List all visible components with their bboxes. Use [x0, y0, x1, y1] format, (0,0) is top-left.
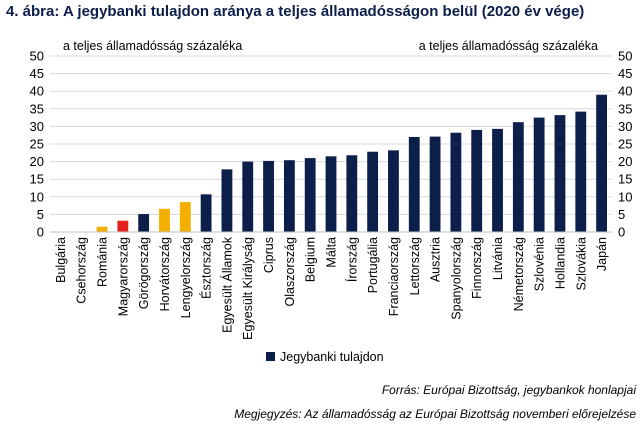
y-tick-label-right: 45 — [618, 66, 632, 81]
bar — [325, 156, 337, 232]
x-tick-label: Lettország — [408, 237, 422, 295]
bar — [138, 214, 150, 232]
y-tick-label-right: 10 — [618, 189, 632, 204]
legend-swatch — [266, 352, 275, 361]
x-axis-tick-labels: Bulgária Csehország Románia Magyarország Gör… — [54, 236, 609, 340]
x-tick-label: Románia — [96, 237, 110, 287]
y-tick-label-left: 20 — [30, 154, 44, 169]
x-tick-label: Németország — [512, 237, 526, 311]
x-tick-label: Finnország — [470, 237, 484, 299]
y-tick-label-right: 5 — [618, 207, 625, 222]
y-tick-label-right: 0 — [618, 225, 625, 240]
bar — [575, 111, 587, 232]
chart-title: 4. ábra: A jegybanki tulajdon aránya a t… — [6, 3, 585, 20]
x-tick-label: Olaszország — [283, 237, 297, 307]
y-tick-label-left: 30 — [30, 119, 44, 134]
bar — [596, 94, 608, 232]
x-tick-label: Észtország — [199, 237, 214, 299]
bar — [554, 115, 566, 232]
bar — [471, 129, 483, 232]
y-tick-label-left: 50 — [30, 49, 44, 64]
y-tick-label-right: 25 — [618, 137, 632, 152]
bar — [367, 151, 379, 232]
x-tick-label: Csehország — [75, 237, 89, 304]
y-tick-label-right: 40 — [618, 84, 632, 99]
bar — [263, 160, 274, 232]
x-tick-label: Belgium — [304, 237, 318, 282]
x-tick-label: Litvánia — [491, 237, 505, 280]
x-tick-label: Ciprus — [262, 237, 276, 273]
bars — [96, 94, 608, 232]
y-tick-label-right: 15 — [618, 172, 632, 187]
x-tick-label: Egyesült Királyság — [241, 237, 255, 340]
y-tick-label-right: 35 — [618, 101, 632, 116]
y-tick-label-left: 40 — [30, 84, 44, 99]
x-tick-label: Magyarország — [116, 237, 130, 316]
x-tick-label: Görögország — [137, 237, 151, 309]
y-axis-left: 0 5 10 15 20 25 30 35 40 45 50 — [30, 49, 44, 240]
legend-label: Jegybanki tulajdon — [280, 350, 384, 364]
y-tick-label-right: 30 — [618, 119, 632, 134]
bar — [492, 128, 503, 232]
x-tick-label: Hollandia — [553, 237, 567, 289]
bar — [96, 226, 108, 232]
footnote: Megjegyzés: Az államadósság az Európai B… — [234, 407, 636, 421]
bar — [429, 136, 441, 232]
bar — [200, 194, 212, 232]
legend: Jegybanki tulajdon — [266, 350, 384, 364]
y-axis-label-left: a teljes államadósság százaléka — [63, 39, 242, 53]
bar — [179, 202, 191, 232]
x-tick-label: Szlovénia — [533, 237, 547, 291]
bar — [388, 150, 399, 232]
y-tick-label-right: 20 — [618, 154, 632, 169]
y-tick-label-left: 25 — [30, 137, 44, 152]
bar — [283, 160, 295, 232]
bar — [450, 132, 462, 232]
y-axis-label-right: a teljes államadósság százaléka — [419, 39, 598, 53]
y-tick-label-left: 10 — [30, 189, 44, 204]
y-tick-label-left: 35 — [30, 101, 44, 116]
x-tick-label: Franciaország — [387, 237, 401, 316]
x-tick-label: Írország — [344, 237, 359, 282]
bar — [221, 169, 233, 232]
x-tick-label: Bulgária — [54, 237, 68, 283]
bar — [242, 161, 254, 232]
bar — [533, 117, 545, 232]
x-tick-label: Ausztria — [429, 237, 443, 282]
x-tick-label: Spanyolország — [449, 237, 463, 320]
y-tick-label-left: 0 — [37, 225, 44, 240]
bar — [408, 136, 420, 232]
x-tick-label: Szlovákia — [574, 237, 588, 291]
bar — [346, 155, 358, 232]
y-axis-right: 0 5 10 15 20 25 30 35 40 45 50 — [618, 49, 632, 240]
x-tick-label: Málta — [325, 237, 339, 268]
x-tick-label: Japán — [595, 237, 609, 271]
y-tick-label-left: 45 — [30, 66, 44, 81]
y-tick-label-left: 15 — [30, 172, 44, 187]
x-tick-label: Lengyelország — [179, 237, 193, 318]
x-tick-label: Portugália — [366, 237, 380, 293]
y-tick-label-right: 50 — [618, 49, 632, 64]
bar — [159, 208, 170, 232]
source-note: Forrás: Európai Bizottság, jegybankok ho… — [381, 383, 636, 397]
x-tick-label: Egyesült Államok — [219, 236, 234, 333]
bar — [512, 122, 524, 232]
x-tick-label: Horvátország — [158, 237, 172, 311]
bar — [304, 158, 316, 232]
y-tick-label-left: 5 — [37, 207, 44, 222]
bar — [117, 220, 129, 232]
